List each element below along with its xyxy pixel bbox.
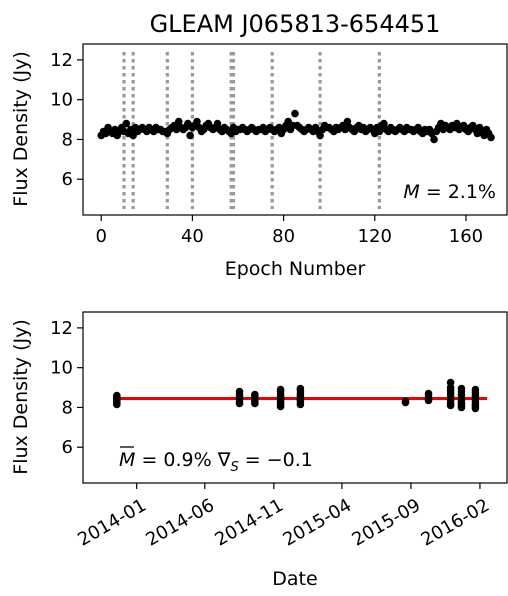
- data-point: [316, 131, 324, 140]
- data-point: [186, 131, 194, 140]
- bottom-axes-frame: [82, 311, 508, 484]
- x-tick-label: 2014-01: [74, 495, 150, 551]
- top-data-points: [97, 109, 495, 144]
- data-point: [213, 119, 222, 128]
- chart-title: GLEAM J065813-654451: [150, 10, 441, 38]
- data-point: [122, 119, 131, 128]
- y-tick-label: 6: [62, 169, 73, 190]
- y-tick-label: 8: [62, 397, 73, 418]
- data-point: [291, 109, 299, 118]
- bottom-panel: 2014-012014-062014-112015-042015-092016-…: [10, 311, 508, 590]
- data-point: [424, 389, 433, 398]
- top-y-axis-label: Flux Density (Jy): [10, 51, 32, 206]
- x-tick-label: 0: [96, 226, 107, 247]
- x-tick-label: 2014-11: [211, 495, 287, 551]
- y-tick-label: 12: [50, 50, 73, 71]
- annotation-symbol-m: M: [403, 181, 419, 203]
- data-point: [457, 384, 466, 393]
- x-tick-label: 80: [272, 226, 295, 247]
- data-point: [193, 117, 201, 126]
- bottom-x-ticks: 2014-012014-062014-112015-042015-092016-…: [74, 483, 493, 551]
- x-tick-label: 40: [181, 226, 204, 247]
- annotation-subscript: S: [230, 460, 238, 475]
- annotation-value: = 2.1%: [420, 181, 496, 203]
- top-panel: GLEAM J065813-654451 0 40 80 120 160 681012 …: [10, 10, 508, 280]
- bottom-y-axis-label: Flux Density (Jy): [10, 319, 32, 474]
- data-point: [276, 385, 285, 394]
- data-point: [487, 133, 495, 142]
- data-point: [401, 397, 410, 406]
- data-point: [375, 127, 384, 136]
- data-point: [380, 119, 388, 128]
- y-tick-label: 6: [62, 437, 73, 458]
- bottom-x-axis-label: Date: [272, 568, 317, 590]
- x-tick-label: 2016-02: [418, 495, 494, 551]
- data-point: [235, 387, 244, 396]
- y-tick-label: 8: [62, 129, 73, 150]
- top-modulation-annotation: M = 2.1%: [403, 181, 496, 203]
- annotation-tail: = −0.1: [239, 449, 313, 471]
- data-point: [296, 384, 305, 393]
- annotation-symbol-mbar: M: [119, 449, 135, 471]
- data-point: [471, 385, 480, 394]
- y-tick-label: 12: [50, 318, 73, 339]
- top-x-axis-label: Epoch Number: [225, 258, 366, 280]
- top-x-ticks: 0 40 80 120 160: [96, 215, 483, 247]
- x-tick-label: 2015-04: [280, 495, 356, 551]
- data-point: [113, 391, 121, 400]
- annotation-mid: = 0.9% ∇: [135, 449, 230, 471]
- top-y-ticks: 6 8 10 12: [50, 50, 83, 190]
- x-tick-label: 2014-06: [142, 495, 218, 551]
- bottom-data-points: [113, 378, 480, 413]
- data-point: [174, 117, 183, 126]
- data-point: [251, 390, 259, 399]
- data-point: [430, 135, 438, 144]
- bottom-modulation-annotation: M = 0.9% ∇S = −0.1: [119, 449, 313, 475]
- data-point: [343, 117, 352, 126]
- bottom-annotation: M = 0.9% ∇S = −0.1: [119, 446, 313, 475]
- y-tick-label: 10: [50, 358, 73, 379]
- x-tick-label: 2015-09: [349, 495, 425, 551]
- data-point: [446, 378, 455, 387]
- top-axes-frame: [82, 43, 508, 216]
- bottom-y-ticks: 6 8 10 12: [50, 318, 83, 458]
- y-tick-label: 10: [50, 90, 73, 111]
- x-tick-label: 120: [358, 226, 392, 247]
- x-tick-label: 160: [449, 226, 483, 247]
